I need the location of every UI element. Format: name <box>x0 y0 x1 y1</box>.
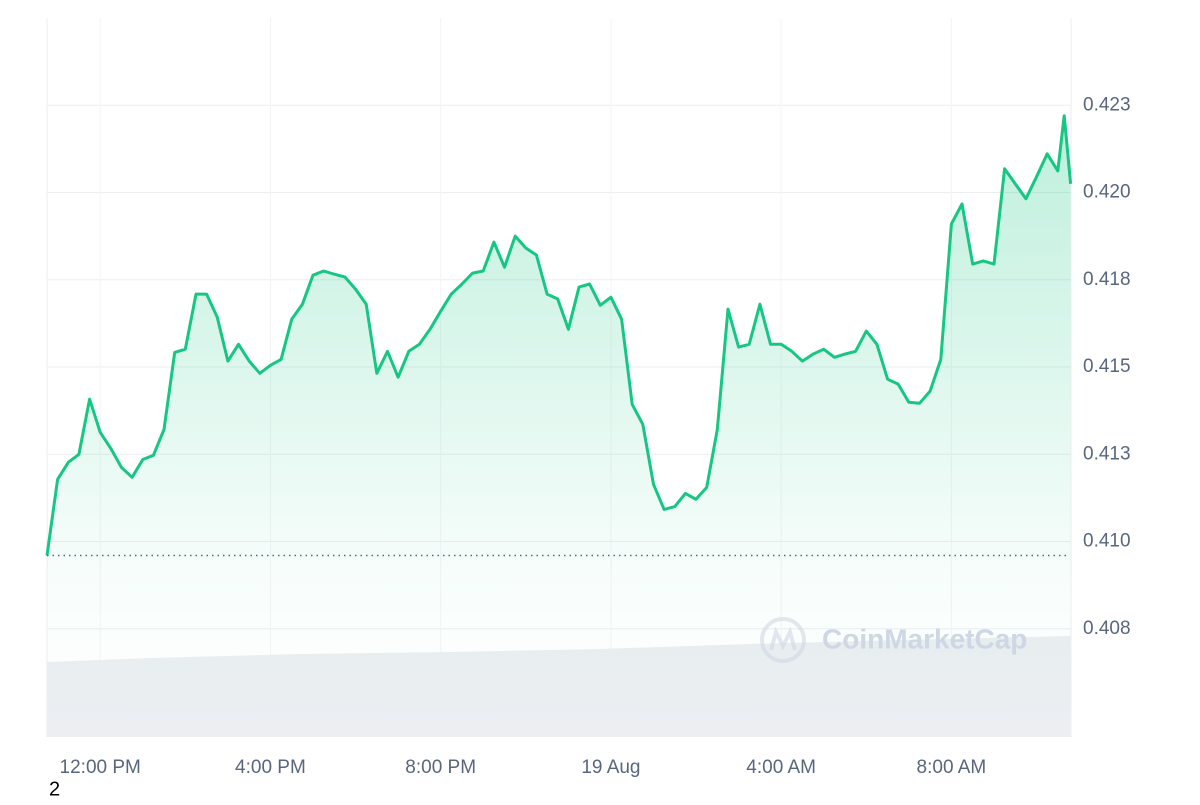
footer-text: 2 <box>49 778 60 800</box>
watermark: CoinMarketCap <box>822 623 1027 654</box>
x-tick-label: 4:00 PM <box>235 757 306 778</box>
y-tick-label: 0.410 <box>1083 531 1131 552</box>
y-tick-label: 0.423 <box>1083 94 1131 115</box>
watermark-logo <box>760 617 806 663</box>
area-fill <box>47 115 1071 737</box>
x-tick-label: 12:00 PM <box>60 757 141 778</box>
x-tick-label: 4:00 AM <box>746 757 816 778</box>
y-tick-label: 0.413 <box>1083 443 1131 464</box>
y-tick-label: 0.418 <box>1083 269 1131 290</box>
y-tick-label: 0.415 <box>1083 356 1131 377</box>
x-tick-label: 8:00 AM <box>917 757 987 778</box>
price-line <box>45 114 1073 556</box>
y-tick-label: 0.408 <box>1083 618 1131 639</box>
x-tick-label: 8:00 PM <box>405 757 476 778</box>
y-tick-label: 0.420 <box>1083 182 1131 203</box>
x-tick-label: 19 Aug <box>581 757 640 778</box>
